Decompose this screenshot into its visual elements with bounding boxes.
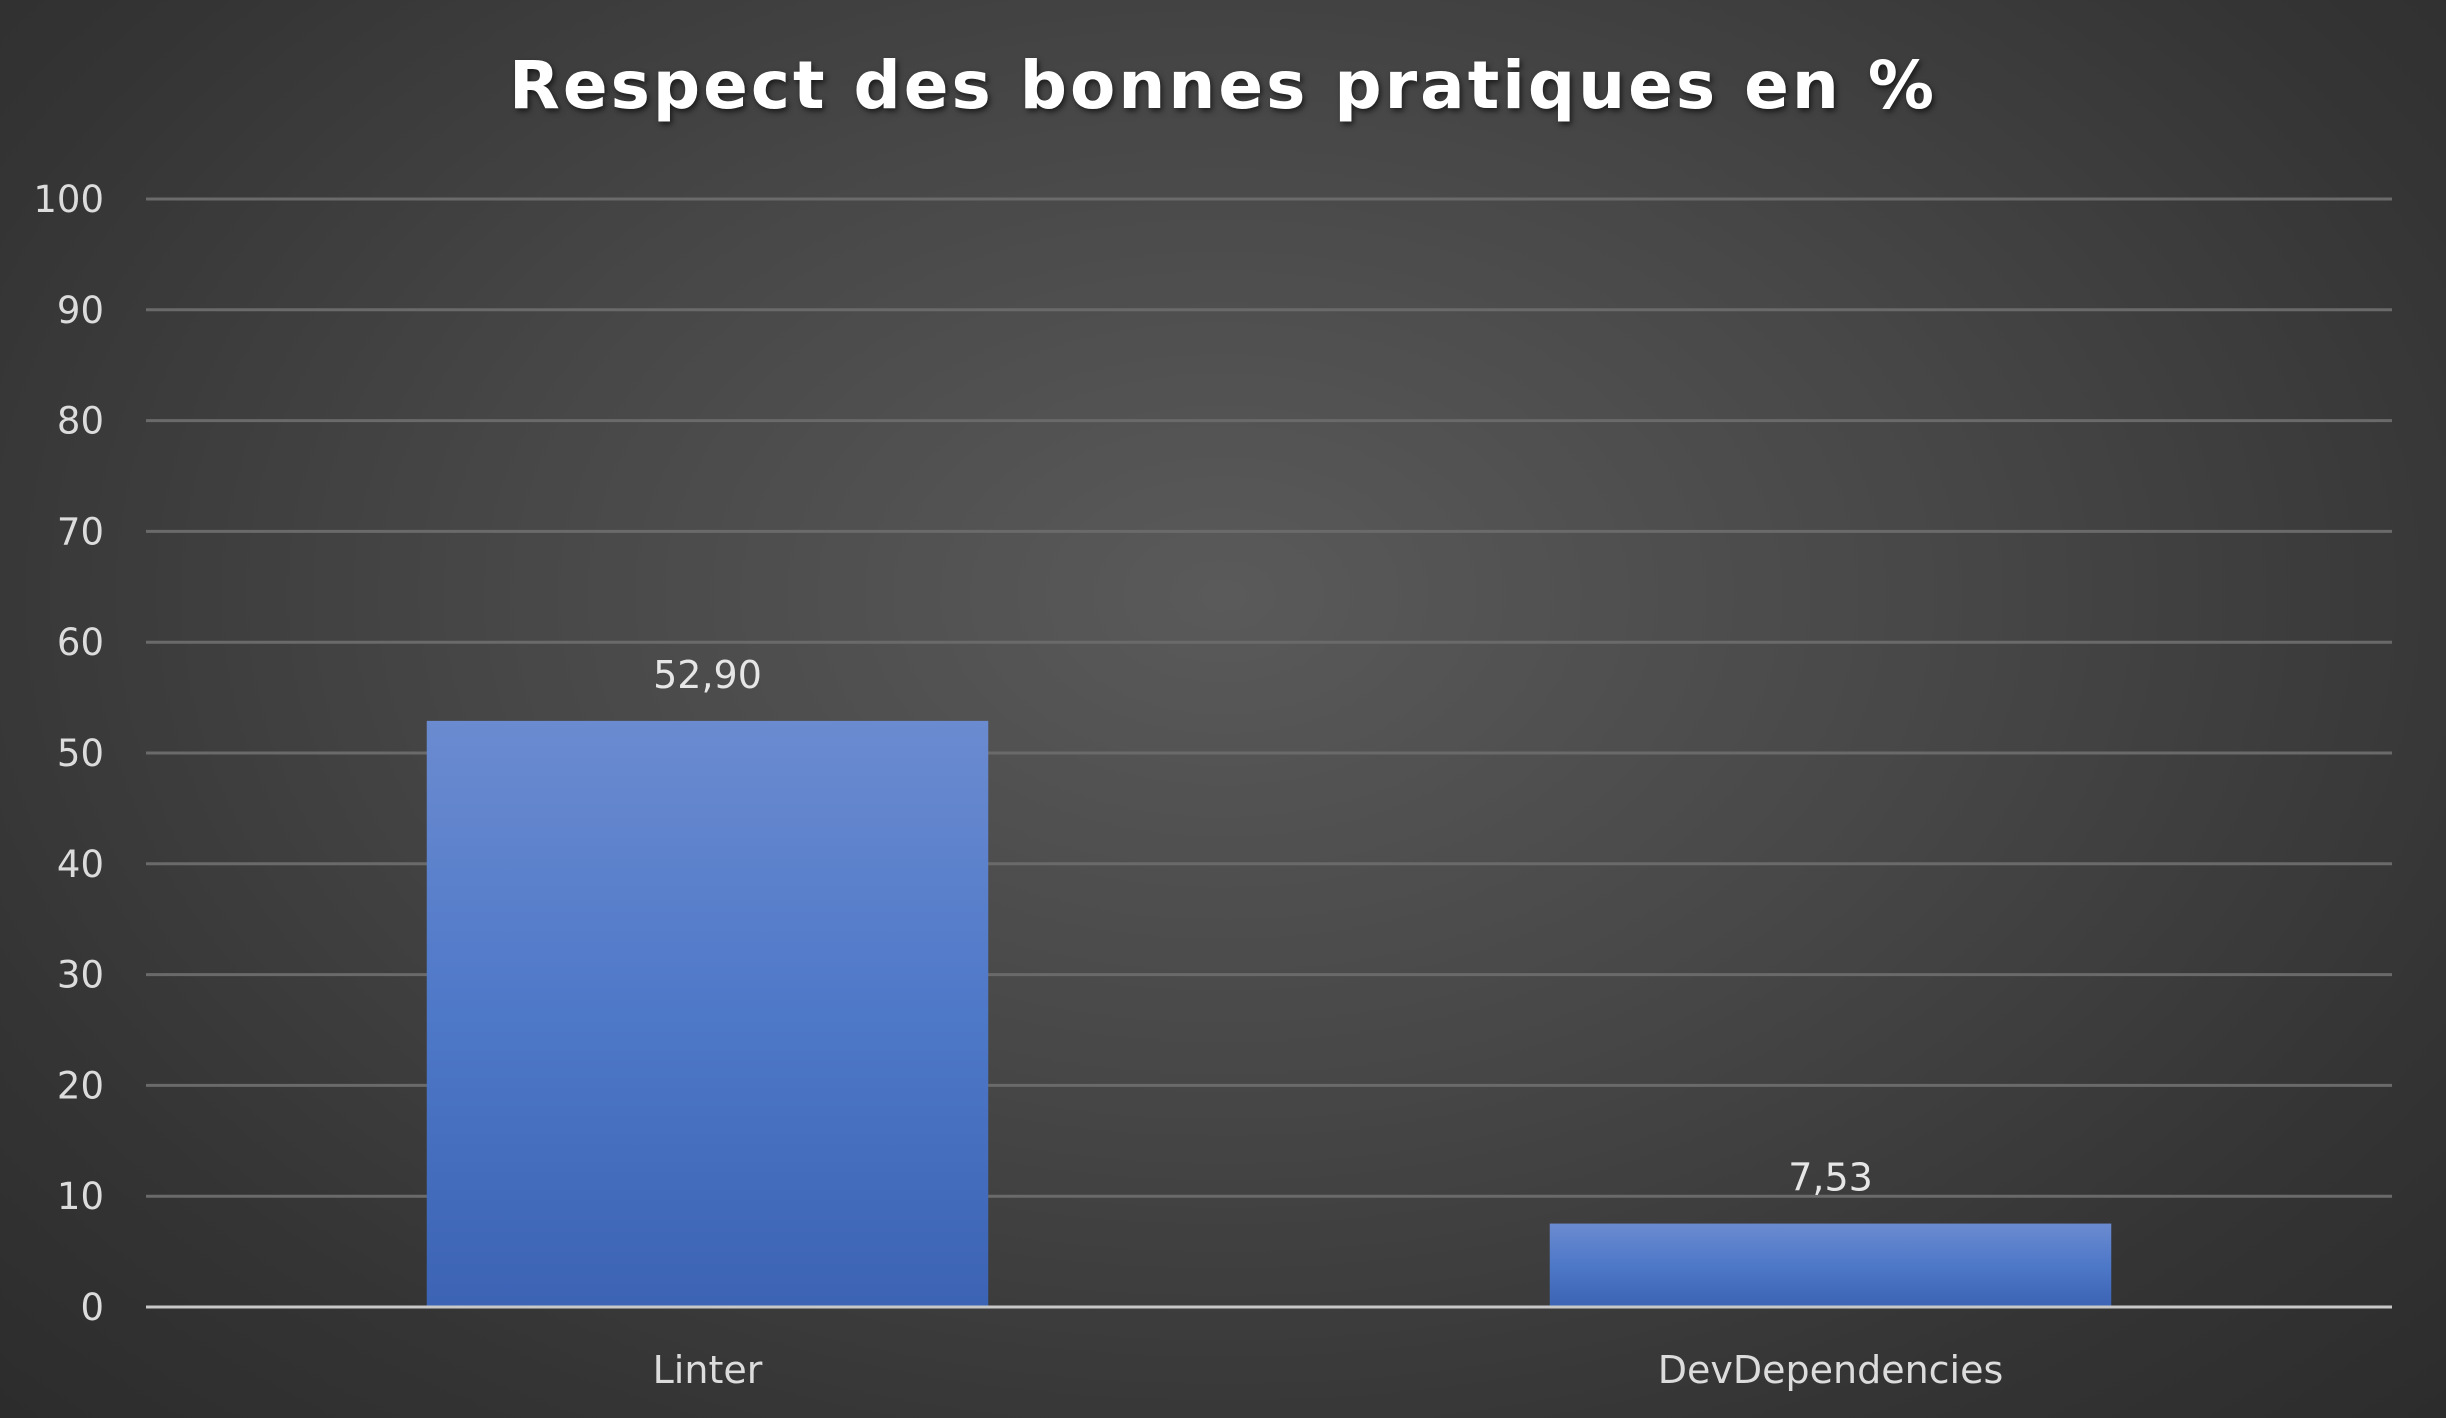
data-labels: 52,90 7,53 — [653, 653, 1873, 1200]
y-tick-label: 40 — [57, 843, 104, 886]
y-tick-label: 100 — [33, 178, 104, 221]
chart-title: Respect des bonnes pratiques en % — [509, 47, 1937, 124]
y-tick-label: 60 — [57, 621, 104, 664]
data-label: 52,90 — [653, 653, 762, 697]
y-tick-label: 70 — [57, 510, 104, 553]
data-label: 7,53 — [1788, 1156, 1873, 1200]
x-category-label: Linter — [653, 1348, 763, 1392]
y-tick-label: 20 — [57, 1064, 104, 1107]
y-tick-label: 30 — [57, 954, 104, 997]
bars — [426, 720, 2112, 1307]
y-tick-label: 0 — [80, 1286, 104, 1329]
y-tick-label: 90 — [57, 289, 104, 332]
category-labels: Linter DevDependencies — [653, 1348, 2004, 1392]
y-tick-label: 10 — [57, 1175, 104, 1218]
bar-linter — [426, 720, 989, 1307]
y-axis-ticks: 0 10 20 30 40 50 60 70 80 90 100 — [33, 178, 104, 1329]
bar-devdependencies — [1549, 1223, 2112, 1307]
y-tick-label: 80 — [57, 400, 104, 443]
x-category-label: DevDependencies — [1658, 1348, 2004, 1392]
y-tick-label: 50 — [57, 732, 104, 775]
